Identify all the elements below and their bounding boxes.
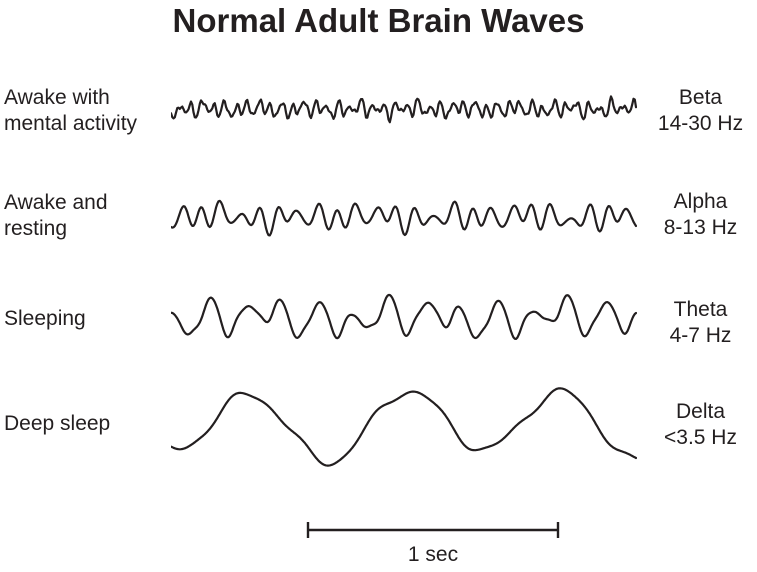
band-name: Theta (673, 298, 728, 321)
band-frequency: 14-30 Hz (657, 112, 744, 135)
alpha-waveform (171, 199, 637, 237)
band-label-alpha: Alpha 8-13 Hz (644, 189, 757, 241)
beta-waveform (171, 95, 637, 124)
band-label-beta: Beta 14-30 Hz (644, 85, 757, 137)
band-frequency: <3.5 Hz (664, 426, 737, 449)
state-label-awake-resting: Awake and resting (4, 190, 108, 242)
state-label-deep-sleep: Deep sleep (4, 411, 110, 437)
band-label-delta: Delta <3.5 Hz (644, 399, 757, 451)
time-scale-bar (306, 522, 560, 538)
state-label-line: mental activity (4, 112, 138, 135)
state-label-awake-mental-activity: Awake with mental activity (4, 85, 137, 137)
band-name: Beta (678, 86, 723, 109)
state-label-line: Awake with (4, 86, 110, 109)
state-label-sleeping: Sleeping (4, 306, 86, 332)
band-label-theta: Theta 4-7 Hz (644, 297, 757, 349)
delta-waveform (171, 387, 637, 467)
band-frequency: 8-13 Hz (663, 216, 738, 239)
state-label-line: Deep sleep (4, 412, 111, 435)
figure-title: Normal Adult Brain Waves (172, 2, 585, 39)
band-frequency: 4-7 Hz (669, 324, 732, 347)
scale-bar-label: 1 sec (407, 543, 459, 566)
state-label-line: Sleeping (4, 307, 86, 330)
theta-waveform (171, 293, 637, 340)
scale-bar-line (306, 522, 560, 538)
state-label-line: resting (4, 217, 68, 240)
band-name: Alpha (673, 190, 728, 213)
state-label-line: Awake and (4, 191, 108, 214)
band-name: Delta (675, 400, 726, 423)
